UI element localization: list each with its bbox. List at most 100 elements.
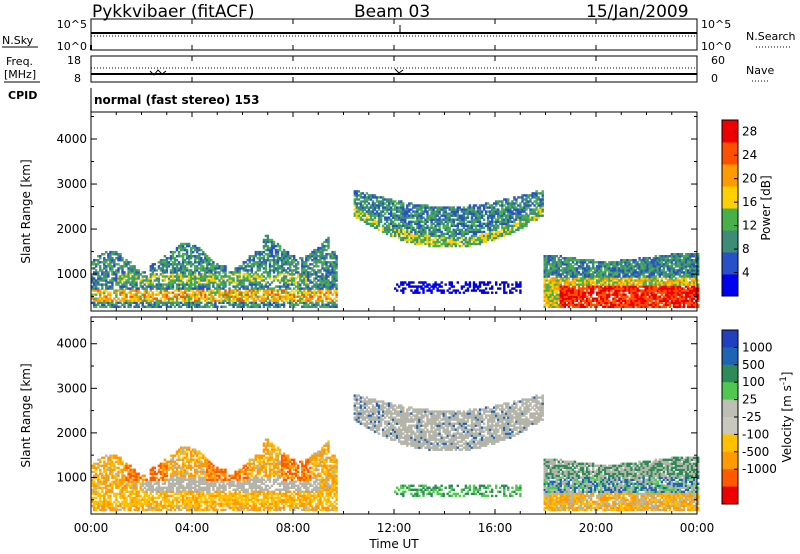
echo-cell — [541, 214, 544, 217]
echo-cell — [549, 255, 552, 258]
echo-cell — [167, 263, 171, 266]
echo-cell — [529, 200, 532, 203]
echo-cell — [139, 281, 142, 284]
echo-cell — [624, 259, 627, 262]
echo-cell — [442, 218, 445, 221]
echo-cell — [236, 285, 239, 288]
echo-cell — [545, 257, 548, 260]
echo-cell — [371, 194, 375, 197]
echo-cell — [206, 305, 209, 308]
echo-cell — [602, 301, 605, 304]
echo-cell — [589, 301, 593, 304]
echo-cell — [567, 263, 571, 266]
echo-cell — [258, 285, 262, 288]
echo-cell — [321, 289, 324, 292]
echo-cell — [642, 285, 645, 288]
echo-cell — [478, 220, 482, 223]
echo-cell — [202, 269, 205, 272]
echo-cell — [250, 255, 253, 258]
echo-cell — [190, 287, 193, 290]
echo-cell — [484, 210, 488, 213]
echo-cell — [246, 269, 249, 272]
echo-cell — [291, 297, 294, 300]
echo-cell — [183, 297, 187, 300]
echo-cell — [420, 208, 423, 211]
echo-cell — [325, 257, 328, 260]
echo-cell — [111, 271, 114, 274]
echo-cell — [495, 236, 498, 240]
echo-cell — [93, 293, 96, 296]
echo-cell — [622, 277, 625, 280]
echo-cell — [648, 265, 651, 268]
echo-cell — [646, 279, 649, 282]
echo-cell — [291, 293, 294, 296]
echo-cell — [141, 271, 144, 274]
echo-cell — [648, 267, 651, 270]
echo-cell — [311, 291, 314, 294]
echo-cell — [127, 287, 130, 290]
echo-cell — [589, 299, 593, 302]
echo-cell — [218, 273, 221, 276]
echo-cell — [440, 285, 443, 288]
echo-cell — [299, 275, 302, 278]
echo-cell — [606, 289, 609, 292]
echo-cell — [557, 267, 560, 270]
echo-cell — [632, 293, 635, 296]
echo-cell — [175, 285, 179, 288]
echo-cell — [618, 297, 621, 300]
echo-cell — [331, 283, 334, 286]
echo-cell — [402, 206, 405, 209]
echo-cell — [238, 273, 241, 276]
echo-cell — [525, 222, 528, 225]
echo-cell — [319, 269, 322, 272]
echo-cell — [484, 202, 488, 205]
echo-cell — [192, 246, 195, 250]
echo-cell — [179, 305, 183, 308]
echo-cell — [614, 297, 617, 300]
echo-cell — [377, 200, 381, 203]
echo-cell — [549, 299, 552, 302]
echo-cell — [620, 281, 623, 284]
echo-cell — [392, 226, 395, 229]
echo-cell — [436, 208, 439, 211]
echo-cell — [101, 287, 104, 290]
echo-cell — [305, 285, 308, 288]
echo-cell — [583, 283, 587, 286]
echo-cell — [240, 283, 243, 286]
echo-cell — [163, 275, 167, 278]
echo-cell — [367, 222, 371, 225]
echo-cell — [375, 220, 379, 223]
echo-cell — [491, 214, 494, 217]
echo-cell — [448, 283, 451, 286]
echo-cell — [589, 277, 593, 280]
echo-cell — [598, 285, 601, 288]
echo-cell — [357, 214, 360, 217]
echo-cell — [192, 295, 195, 298]
echo-cell — [458, 214, 461, 217]
echo-cell — [230, 293, 233, 296]
echo-cell — [501, 228, 504, 232]
echo-cell — [412, 285, 415, 288]
echo-cell — [480, 222, 484, 225]
echo-cell — [549, 279, 552, 282]
echo-cell — [307, 271, 310, 274]
echo-cell — [190, 285, 193, 288]
echo-cell — [179, 289, 183, 292]
echo-cell — [305, 287, 308, 290]
echo-cell — [470, 220, 474, 223]
echo-cell — [200, 283, 203, 286]
echo-cell — [529, 208, 532, 211]
echo-cell — [224, 271, 227, 274]
echo-cell — [565, 269, 569, 272]
echo-cell — [131, 299, 134, 302]
echo-cell — [323, 267, 326, 270]
echo-cell — [212, 285, 215, 288]
echo-cell — [192, 301, 195, 304]
echo-cell — [438, 206, 441, 209]
echo-cell — [581, 303, 585, 306]
echo-cell — [592, 263, 595, 266]
echo-cell — [299, 285, 302, 288]
echo-cell — [565, 291, 569, 294]
echo-cell — [579, 301, 583, 304]
echo-cell — [454, 224, 457, 227]
